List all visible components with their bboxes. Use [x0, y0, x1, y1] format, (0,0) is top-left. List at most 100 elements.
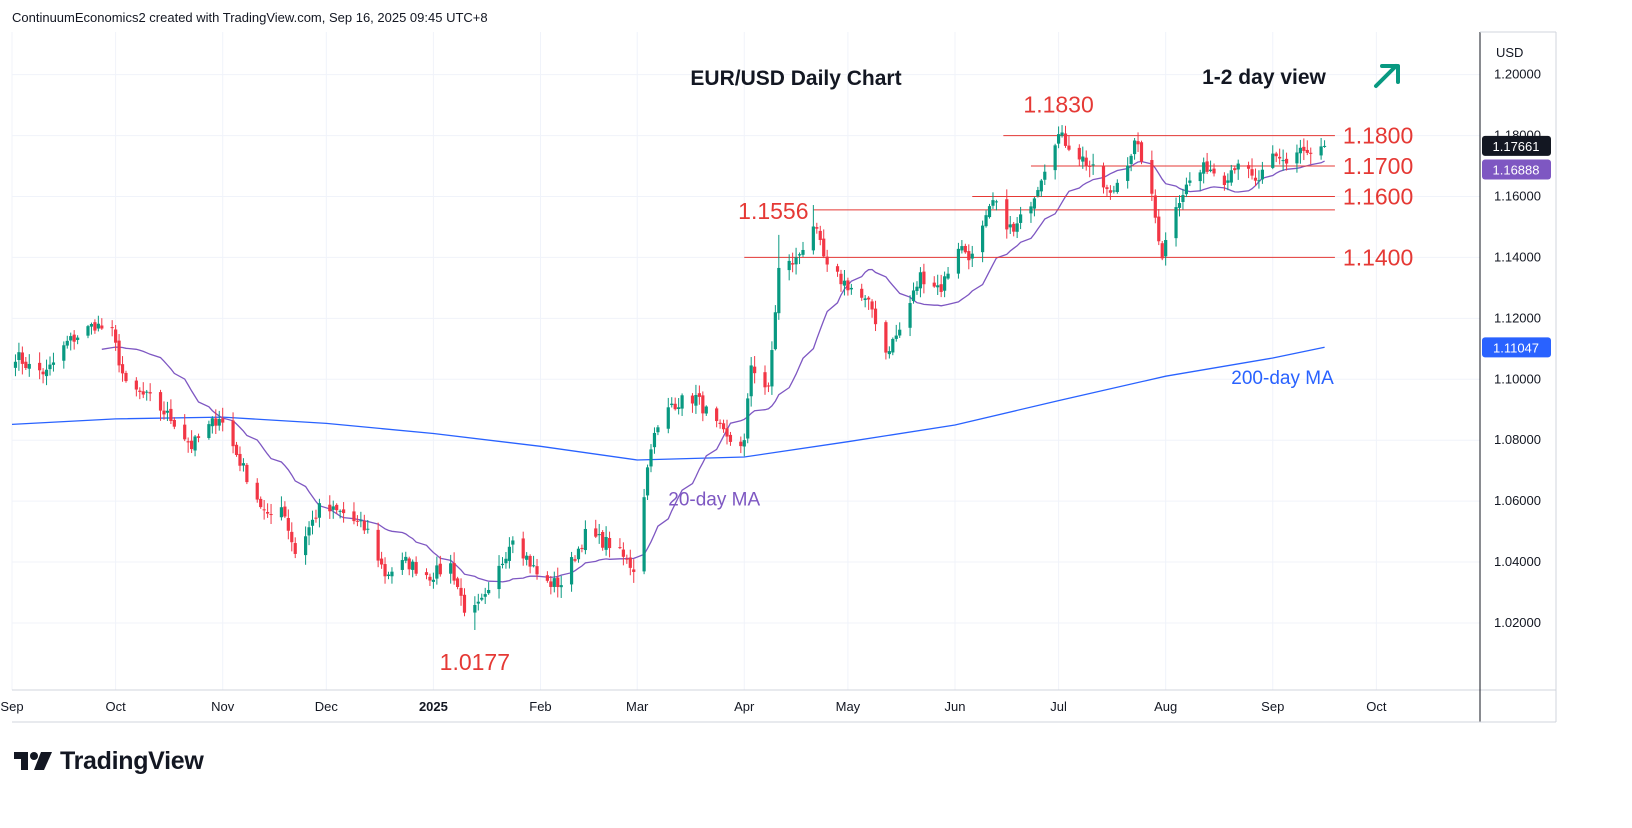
- candle-body: [787, 260, 791, 271]
- candle-body: [1271, 153, 1275, 168]
- candle-body: [652, 432, 657, 448]
- candle-body: [1067, 145, 1071, 150]
- candle-body: [196, 436, 201, 438]
- candle-body: [601, 532, 605, 548]
- candle-body: [183, 424, 187, 440]
- candle-body: [1008, 224, 1012, 228]
- candle-body: [625, 558, 629, 560]
- x-tick-label: Mar: [626, 699, 649, 714]
- candle-body: [891, 338, 895, 353]
- ma20-line: [101, 160, 1325, 583]
- candle-body: [991, 200, 995, 206]
- candle-body: [1284, 158, 1289, 164]
- candle-body: [791, 263, 795, 265]
- x-tick-label: Sep: [0, 699, 23, 714]
- candle-body: [867, 297, 871, 300]
- candle-body: [1302, 146, 1306, 151]
- candle-body: [38, 362, 42, 371]
- candle-body: [773, 312, 777, 350]
- candle-body: [898, 329, 902, 336]
- candle-body: [815, 227, 819, 229]
- candle-body: [1295, 152, 1299, 164]
- tradingview-logo[interactable]: TradingView: [14, 746, 204, 776]
- candle-body: [1174, 207, 1178, 239]
- candle-body: [269, 514, 273, 516]
- candle-body: [65, 340, 69, 346]
- candle-body: [960, 246, 964, 251]
- level-lines: 1.1800 1.1700 1.1600 1.1400: [744, 123, 1413, 270]
- candle-body: [1043, 171, 1047, 180]
- candle-body: [362, 520, 366, 531]
- candle-body: [860, 288, 864, 298]
- candle-body: [839, 273, 843, 285]
- candle-body: [145, 391, 149, 393]
- candle-body: [328, 504, 332, 512]
- candle-body: [535, 566, 539, 575]
- candle-body: [407, 558, 411, 570]
- candle-body: [777, 267, 781, 314]
- candle-body: [1229, 170, 1233, 183]
- candle-body: [873, 308, 878, 325]
- candle-body: [1188, 180, 1192, 183]
- y-tick-label: 1.08000: [1494, 432, 1541, 447]
- candle-body: [379, 558, 384, 565]
- candle-body: [158, 392, 163, 411]
- candle-body: [549, 581, 553, 587]
- candle-body: [169, 408, 173, 421]
- annotation-level: 1.0177: [440, 649, 510, 675]
- candle-body: [1305, 149, 1309, 153]
- candle-body: [770, 350, 774, 387]
- candle-body: [1153, 195, 1157, 218]
- candle-body: [552, 578, 556, 587]
- candle-body: [918, 272, 923, 289]
- candle-body: [1136, 141, 1140, 145]
- candle-body: [1205, 161, 1209, 172]
- ma200-layer: [11, 346, 1325, 461]
- annotation-ma200: 200-day MA: [1231, 368, 1334, 389]
- candle-body: [507, 546, 511, 561]
- candle-body: [1257, 180, 1261, 182]
- candle-body: [939, 284, 943, 292]
- candle-body: [138, 390, 142, 392]
- candle-body: [1184, 184, 1188, 195]
- candle-body: [704, 406, 708, 414]
- candle-body: [134, 380, 138, 390]
- candle-body: [355, 520, 360, 522]
- x-tick-label: May: [836, 699, 861, 714]
- candle-body: [424, 572, 429, 576]
- candle-body: [908, 303, 912, 328]
- candle-body: [1060, 132, 1064, 136]
- candle-body: [255, 482, 259, 500]
- candle-body: [459, 587, 463, 596]
- candle-body: [970, 253, 974, 259]
- candle-body: [1150, 160, 1154, 194]
- candle-body: [649, 449, 653, 467]
- candle-body: [100, 325, 104, 329]
- candle-body: [797, 254, 802, 256]
- candle-body: [573, 559, 577, 561]
- candle-body: [1298, 147, 1302, 154]
- candle-body: [811, 226, 815, 251]
- level-label: 1.1700: [1343, 153, 1413, 179]
- candle-body: [766, 385, 771, 387]
- candle-body: [984, 215, 988, 227]
- y-tick-label: 1.02000: [1494, 615, 1541, 630]
- last-price-tag: 1.17661: [1493, 139, 1540, 154]
- candle-body: [801, 249, 805, 255]
- candle-body: [946, 273, 950, 279]
- candle-body: [41, 371, 45, 375]
- candle-body: [846, 280, 850, 291]
- candle-body: [1181, 195, 1185, 203]
- candle-body: [607, 538, 612, 549]
- candle-body: [1032, 198, 1037, 209]
- candle-body: [594, 528, 598, 537]
- candle-body: [414, 562, 418, 574]
- x-tick-label: Apr: [734, 699, 755, 714]
- candle-body: [1036, 190, 1040, 197]
- candle-body: [718, 422, 722, 424]
- candle-body: [1012, 223, 1016, 232]
- ma200-line: [11, 346, 1325, 461]
- candle-body: [1212, 168, 1216, 174]
- candle-body: [604, 536, 608, 550]
- candle-body: [69, 336, 73, 341]
